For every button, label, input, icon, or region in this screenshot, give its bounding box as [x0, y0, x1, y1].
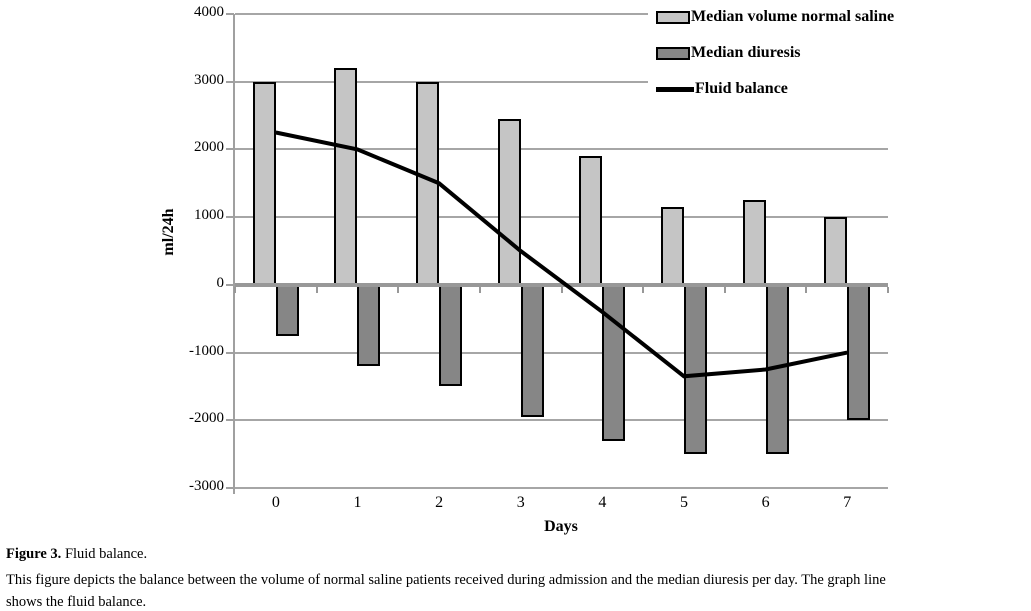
- figure-caption-label: Figure 3.: [6, 546, 62, 562]
- gridline-4000: [235, 13, 888, 15]
- legend-label: Median volume normal saline: [691, 8, 895, 25]
- category-boundary-tick: [887, 286, 889, 293]
- legend-label: Fluid balance: [695, 80, 788, 97]
- y-axis-tick: [226, 351, 234, 354]
- figure-description: This figure depicts the balance between …: [6, 569, 1024, 611]
- gridline-1000: [235, 216, 888, 219]
- category-boundary-tick: [805, 286, 808, 293]
- x-tick-label: 4: [598, 494, 607, 511]
- legend-bar-swatch: [656, 10, 690, 24]
- y-axis-tick: [226, 283, 234, 286]
- fluid-balance-line: [275, 130, 848, 379]
- fluid-balance-chart: ml/24h Days Median volume normal saline M…: [160, 0, 1020, 535]
- category-boundary-tick: [723, 286, 726, 293]
- category-boundary-tick: [234, 286, 236, 293]
- x-tick-label: 5: [679, 494, 688, 511]
- legend-bar-swatch: [656, 46, 690, 60]
- x-tick-label: 2: [435, 494, 444, 511]
- category-boundary-tick: [478, 286, 481, 293]
- category-boundary-tick: [315, 286, 318, 293]
- legend-line-swatch: [656, 86, 694, 92]
- x-tick-label: 0: [271, 494, 280, 511]
- y-axis-tick: [226, 13, 234, 15]
- legend-item: Median volume normal saline: [656, 6, 894, 28]
- figure-caption: Figure 3. Fluid balance.: [6, 546, 147, 563]
- x-axis-title: Days: [544, 518, 578, 535]
- y-axis-tick: [226, 216, 234, 219]
- y-tick-label: 2000: [194, 139, 224, 156]
- x-tick-label: 1: [353, 494, 362, 511]
- y-axis-line: [233, 14, 235, 494]
- legend-item: Fluid balance: [656, 78, 788, 100]
- legend-item: Median diuresis: [656, 42, 801, 64]
- gridline--2000: [235, 419, 888, 422]
- y-tick-label: 4000: [194, 4, 224, 20]
- x-axis-zero-line: [235, 282, 888, 287]
- gridline--1000: [235, 351, 888, 354]
- y-axis-tick: [226, 80, 234, 83]
- y-tick-label: -2000: [189, 410, 224, 427]
- figure-description-line: shows the fluid balance.: [6, 594, 147, 610]
- gridline--3000: [235, 487, 888, 489]
- y-axis-tick: [226, 487, 234, 489]
- gridline-3000: [235, 80, 888, 83]
- category-boundary-tick: [560, 286, 563, 293]
- legend: Median volume normal saline Median diures…: [648, 0, 1020, 106]
- y-tick-label: -1000: [189, 342, 224, 359]
- category-boundary-tick: [642, 286, 645, 293]
- y-axis-tick: [226, 148, 234, 151]
- y-axis-tick: [226, 419, 234, 422]
- gridline-2000: [235, 148, 888, 151]
- y-tick-label: 3000: [194, 71, 224, 88]
- x-tick-label: 3: [516, 494, 525, 511]
- category-boundary-tick: [397, 286, 400, 293]
- y-tick-label: 0: [216, 274, 225, 291]
- figure-caption-text: Fluid balance.: [64, 546, 148, 562]
- figure-description-line: This figure depicts the balance between …: [6, 572, 886, 588]
- x-tick-label: 6: [761, 494, 770, 511]
- y-tick-label: 1000: [194, 207, 224, 224]
- legend-label: Median diuresis: [691, 44, 801, 61]
- y-tick-label: -3000: [189, 478, 224, 494]
- x-tick-label: 7: [843, 494, 852, 511]
